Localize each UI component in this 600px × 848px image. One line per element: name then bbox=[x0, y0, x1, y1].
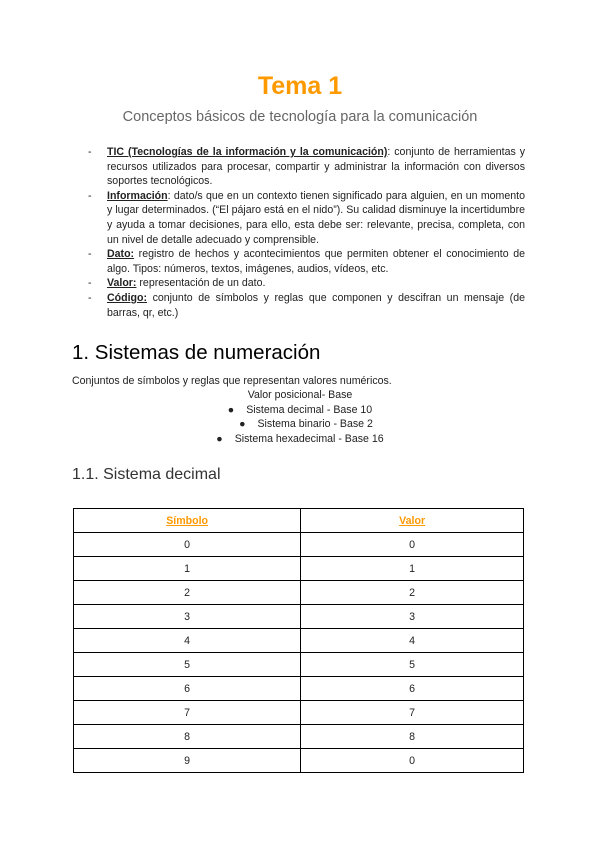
definition-term: Información bbox=[107, 189, 168, 202]
definitions-list: TIC (Tecnologías de la información y la … bbox=[88, 145, 525, 320]
value-cell: 3 bbox=[300, 604, 524, 629]
definition-item: TIC (Tecnologías de la información y la … bbox=[88, 145, 525, 189]
header-value: Valor bbox=[399, 514, 426, 527]
positional-value-label: Valor posicional- Base bbox=[247, 389, 353, 401]
symbol-cell: 8 bbox=[72, 724, 302, 749]
bullet-item: ● Sistema decimal - Base 10 bbox=[0, 404, 600, 416]
header-cell: Valor bbox=[300, 508, 524, 533]
symbol-cell: 7 bbox=[72, 700, 302, 725]
header-symbol: Símbolo bbox=[166, 514, 209, 527]
definition-text: : dato/s que en un contexto tienen signi… bbox=[107, 189, 525, 246]
definition-term: TIC (Tecnologías de la información y la … bbox=[107, 146, 388, 158]
bullet-icon: ● bbox=[216, 433, 223, 445]
bullet-icon: ● bbox=[227, 404, 235, 416]
definition-term: Código: bbox=[107, 291, 148, 304]
bullet-text: Sistema hexadecimal - Base 16 bbox=[234, 433, 384, 445]
bullet-text: Sistema decimal - Base 10 bbox=[246, 404, 373, 416]
definition-term: Dato: bbox=[107, 248, 135, 261]
bullet-item: ● Sistema binario - Base 2 bbox=[0, 418, 600, 430]
symbol-cell: 3 bbox=[72, 604, 302, 629]
symbol-cell: 4 bbox=[72, 628, 302, 653]
definition-text: conjunto de símbolos y reglas que compon… bbox=[107, 291, 525, 319]
value-cell: 4 bbox=[300, 628, 524, 653]
value-cell: 0 bbox=[300, 532, 524, 557]
definition-text: : conjunto de herramientas y recursos ut… bbox=[107, 146, 525, 188]
header-cell: Símbolo bbox=[72, 508, 302, 533]
definition-term: Valor: bbox=[107, 277, 137, 290]
value-cell: 8 bbox=[300, 724, 524, 749]
value-cell: 6 bbox=[300, 676, 524, 701]
section-intro: Conjuntos de símbolos y reglas que repre… bbox=[72, 375, 392, 387]
bullet-item: ● Sistema hexadecimal - Base 16 bbox=[0, 433, 600, 445]
symbol-cell: 5 bbox=[72, 652, 302, 677]
symbol-cell: 0 bbox=[72, 532, 302, 557]
definition-item: Dato: registro de hechos y acontecimient… bbox=[88, 247, 525, 276]
subsection-heading: 1.1. Sistema decimal bbox=[72, 466, 221, 483]
definition-item: Información: dato/s que en un contexto t… bbox=[88, 189, 525, 247]
bullet-icon: ● bbox=[239, 418, 246, 430]
page-subtitle: Conceptos básicos de tecnología para la … bbox=[122, 109, 478, 125]
section-heading: 1. Sistemas de numeración bbox=[72, 341, 321, 364]
definition-text: registro de hechos y acontecimientos que… bbox=[107, 248, 525, 275]
definition-text: representación de un dato. bbox=[136, 277, 266, 290]
symbol-cell: 9 bbox=[72, 748, 302, 773]
page-title: Tema 1 bbox=[257, 72, 343, 100]
symbol-cell: 2 bbox=[72, 580, 302, 605]
definition-item: Valor: representación de un dato. bbox=[88, 276, 525, 291]
bullet-text: Sistema binario - Base 2 bbox=[257, 418, 373, 430]
value-cell: 7 bbox=[300, 700, 524, 725]
definition-item: Código: conjunto de símbolos y reglas qu… bbox=[88, 291, 525, 320]
value-cell: 0 bbox=[300, 748, 524, 773]
symbol-cell: 6 bbox=[72, 676, 302, 701]
value-cell: 1 bbox=[300, 556, 524, 581]
value-cell: 2 bbox=[300, 580, 524, 605]
value-cell: 5 bbox=[300, 652, 524, 677]
table-header-row: Símbolo Valor bbox=[72, 508, 524, 533]
symbol-cell: 1 bbox=[72, 556, 302, 581]
